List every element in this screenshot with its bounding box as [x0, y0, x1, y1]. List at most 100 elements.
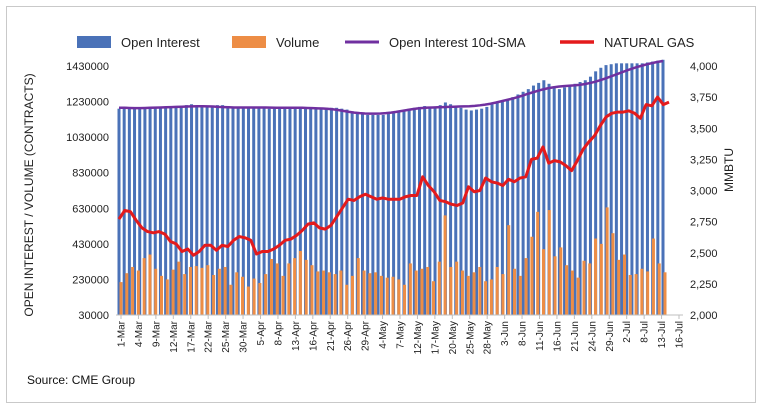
volume-bar	[657, 263, 661, 315]
open-interest-bar	[221, 105, 225, 315]
open-interest-bar	[293, 107, 297, 315]
x-tick-label: 9-Mar	[151, 320, 162, 347]
x-tick-label: 25-Mar	[221, 320, 232, 352]
volume-bar	[362, 270, 366, 315]
volume-bar	[316, 271, 320, 315]
open-interest-bar	[563, 87, 567, 315]
volume-bar	[547, 210, 551, 315]
y-axis-left-title: OPEN INTEREST / VOLUME (CONTRACTS)	[22, 73, 36, 316]
open-interest-bar	[241, 107, 245, 315]
volume-bar	[188, 266, 192, 315]
volume-bar	[356, 258, 360, 315]
open-interest-bar	[620, 63, 624, 315]
open-interest-bar	[247, 107, 251, 315]
x-tick-label: 12-Mar	[169, 320, 180, 352]
open-interest-bar	[526, 89, 530, 316]
open-interest-bar	[443, 102, 447, 316]
open-interest-bar	[573, 83, 577, 315]
volume-bar	[541, 249, 545, 315]
open-interest-bar	[314, 108, 318, 315]
volume-bar	[385, 277, 389, 315]
open-interest-bar	[500, 101, 504, 315]
open-interest-bar	[236, 107, 240, 315]
legend-swatch-volume	[232, 36, 266, 48]
open-interest-bar	[386, 114, 390, 316]
y-right-tick-label: 2,500	[690, 248, 718, 260]
volume-bar	[466, 275, 470, 315]
volume-bar	[287, 263, 291, 315]
volume-bar	[414, 270, 418, 315]
volume-bar	[420, 268, 424, 315]
volume-bar	[426, 266, 430, 315]
open-interest-bar	[133, 108, 137, 315]
y-axis-right: 2,000 2,250 2,500 2,750 3,000 3,250 3,500 3,750…	[690, 61, 718, 322]
open-interest-bar	[355, 113, 359, 315]
volume-bar	[576, 277, 580, 315]
open-interest-bar	[148, 106, 152, 315]
open-interest-bar	[288, 107, 292, 315]
volume-bar	[333, 274, 337, 315]
x-tick-label: 21-Jun	[570, 321, 581, 352]
legend-swatch-open-interest	[77, 36, 111, 48]
volume-bar	[177, 261, 181, 315]
volume-bar	[345, 284, 349, 315]
volume-bar	[455, 261, 459, 315]
open-interest-bar	[588, 76, 592, 315]
volume-bar	[154, 268, 158, 315]
open-interest-bar	[335, 107, 339, 315]
volume-bar	[484, 281, 488, 315]
volume-bar	[258, 282, 262, 315]
open-interest-bar	[537, 82, 541, 316]
volume-bar	[350, 275, 354, 315]
open-interest-bar	[361, 114, 364, 316]
open-interest-bar	[407, 108, 411, 315]
open-interest-bar	[309, 107, 313, 315]
volume-bar	[553, 256, 557, 315]
volume-bar	[495, 266, 499, 315]
volume-bar	[339, 270, 343, 315]
x-tick-label: 25-May	[465, 321, 476, 354]
open-interest-bar	[267, 108, 271, 315]
open-interest-bar	[433, 106, 437, 315]
volume-bars	[119, 207, 667, 315]
legend-label-sma: Open Interest 10d-SMA	[389, 35, 526, 50]
volume-bar	[611, 233, 615, 315]
volume-bar	[379, 275, 383, 315]
x-tick-label: 17-Mar	[186, 320, 197, 352]
volume-bar	[171, 269, 175, 315]
open-interest-bar	[656, 60, 660, 315]
open-interest-bar	[262, 106, 266, 315]
volume-bar	[403, 284, 407, 315]
volume-bar	[588, 263, 592, 315]
open-interest-bar	[568, 85, 572, 315]
volume-bar	[599, 243, 603, 315]
y-left-tick-label: 1430000	[66, 61, 109, 73]
volume-bar	[200, 267, 204, 315]
x-tick-label: 7-May	[396, 321, 407, 349]
open-interest-bar	[485, 106, 489, 315]
x-tick-label: 3-Jun	[500, 321, 511, 346]
open-interest-bar	[278, 107, 282, 315]
volume-bar	[646, 271, 650, 315]
open-interest-bar	[117, 108, 121, 315]
open-interest-bar	[138, 108, 142, 315]
open-interest-bar	[153, 107, 157, 315]
open-interest-bar	[454, 106, 458, 316]
open-interest-bar	[226, 106, 230, 316]
x-tick-label: 13-Apr	[291, 320, 302, 351]
open-interest-bar	[506, 99, 510, 315]
volume-bar	[449, 266, 453, 315]
volume-bar	[281, 275, 285, 315]
legend: Open Interest Volume Open Interest 10d-S…	[77, 35, 695, 50]
volume-bar	[518, 275, 522, 315]
open-interest-bar	[552, 87, 556, 315]
natural-gas-line	[117, 95, 670, 257]
open-interest-bar	[298, 107, 302, 315]
open-interest-bar	[366, 114, 370, 315]
x-tick-label: 30-Mar	[239, 320, 250, 352]
open-interest-bar	[438, 105, 442, 315]
volume-bar	[570, 270, 574, 315]
chart-svg: Open Interest Volume Open Interest 10d-S…	[22, 35, 736, 354]
volume-bar	[148, 254, 152, 315]
open-interest-bar	[630, 63, 634, 315]
